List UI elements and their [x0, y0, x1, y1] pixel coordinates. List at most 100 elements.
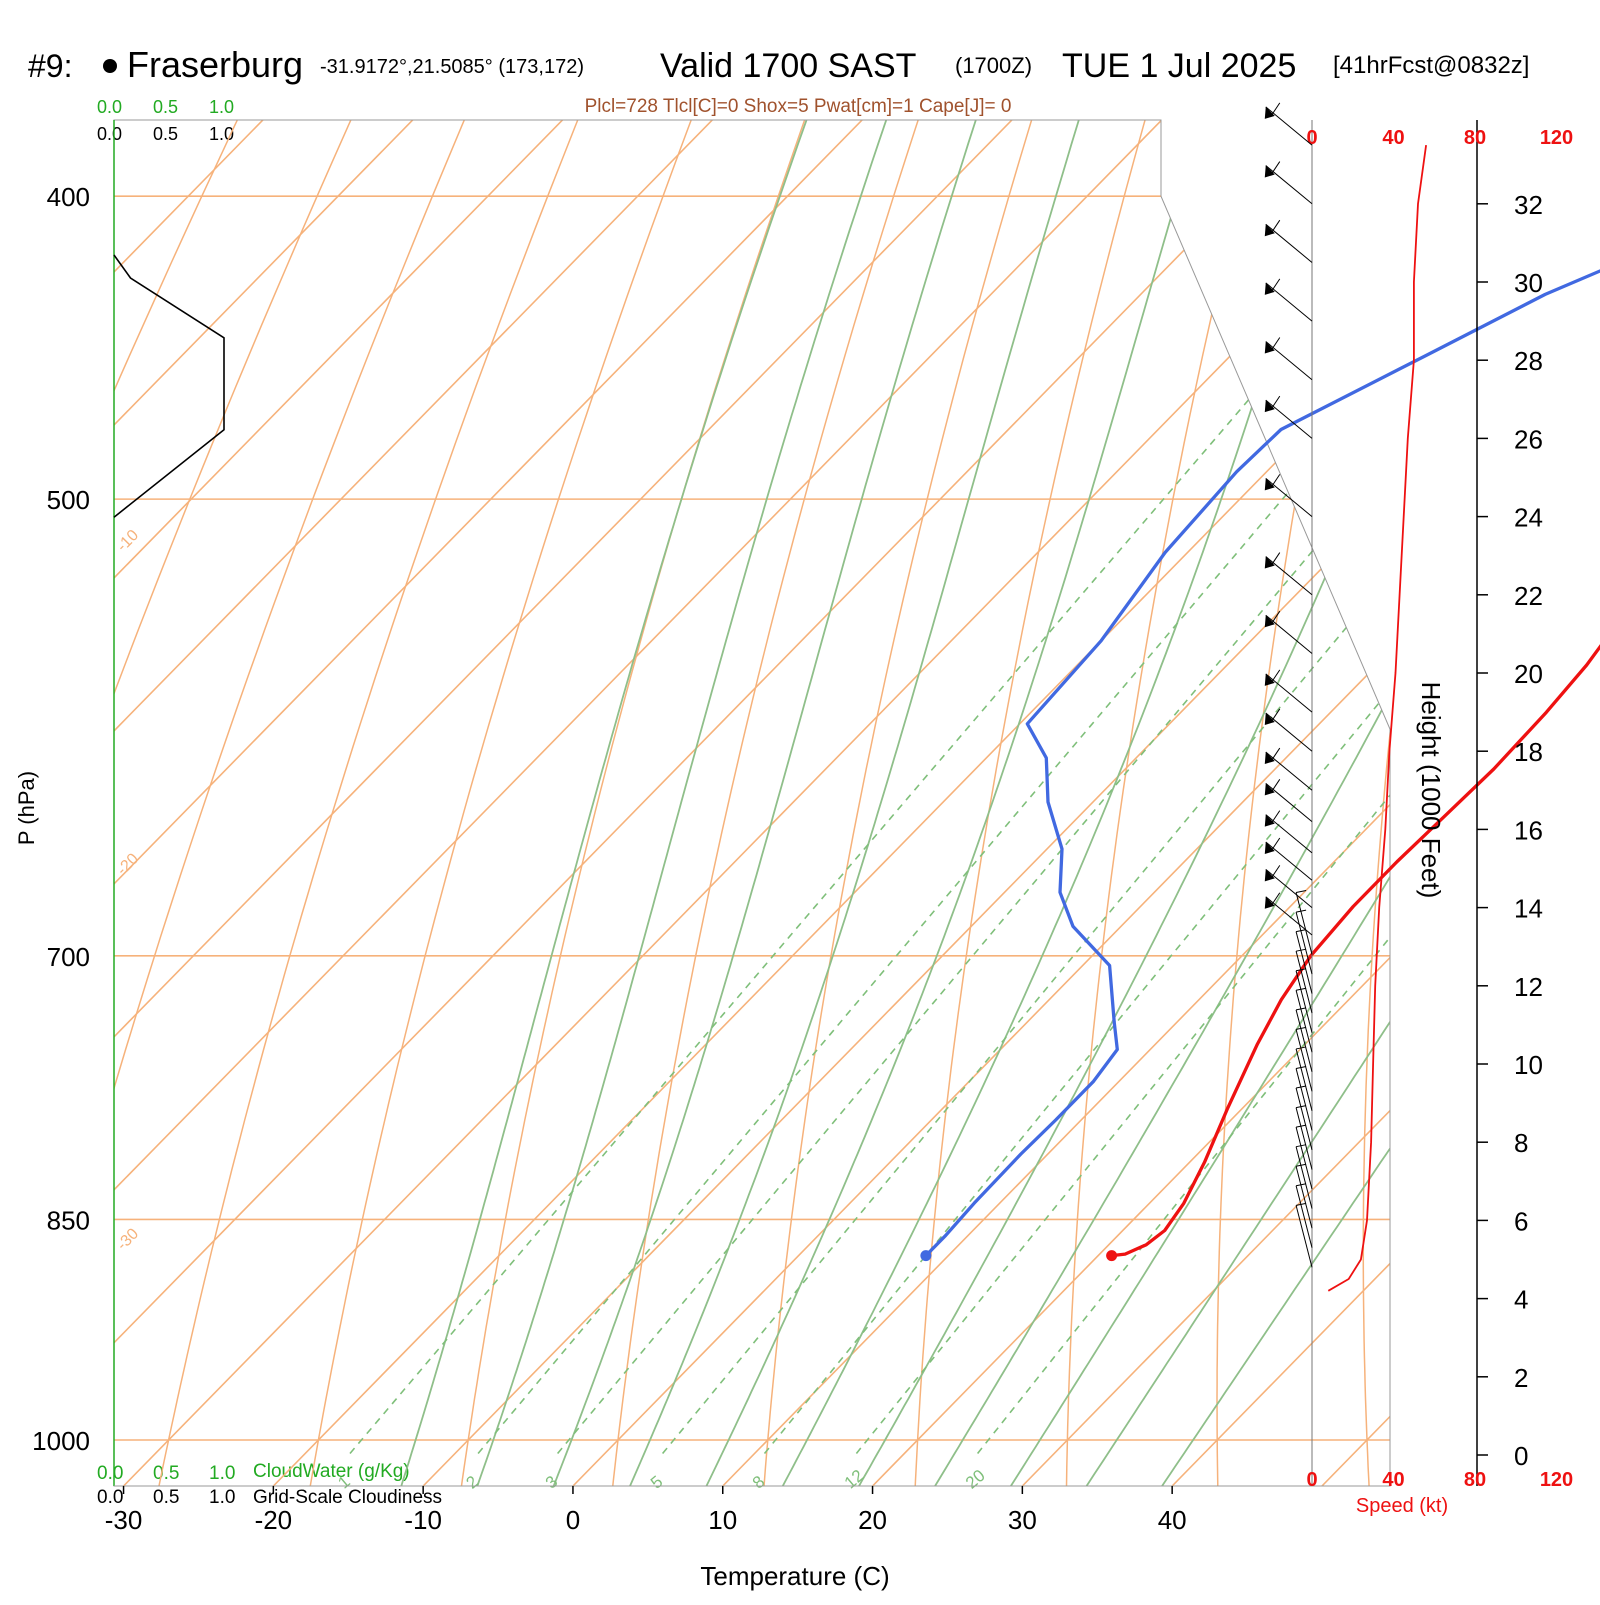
wind-barb-feather — [1272, 338, 1280, 350]
height-tick-label: 22 — [1514, 581, 1543, 611]
height-tick-label: 32 — [1514, 190, 1543, 220]
wind-barb-feather — [1272, 220, 1280, 232]
wind-barb-feather — [1272, 838, 1280, 850]
moist-adiabat-line — [391, 0, 1049, 1519]
moist-adiabat-line — [990, 0, 1600, 1519]
mixing-ratio-label: 12 — [841, 1466, 868, 1493]
moist-adiabat-line — [615, 0, 1290, 1519]
height-tick-label: 20 — [1514, 659, 1543, 689]
cloudwater-tick: 0.5 — [153, 97, 178, 117]
plot-frame — [114, 120, 1390, 1486]
wind-speed-tick-label: 40 — [1382, 127, 1404, 149]
cloudwater-top-scale: 0.0 0.5 1.0 — [97, 97, 234, 117]
dry-adiabat-line — [1363, 0, 1600, 1519]
wind-speed-tick-label: 0 — [1306, 127, 1317, 149]
cloudwater-tick: 1.0 — [209, 97, 234, 117]
wind-speed-tick-label: 40 — [1382, 1469, 1404, 1491]
dry-adiabat-line — [0, 0, 746, 1519]
isotherm-line — [0, 0, 1600, 1486]
isotherm-line — [873, 0, 1600, 1486]
pressure-tick-label: 400 — [47, 182, 90, 212]
forecast-run: [41hrFcst@0832z] — [1333, 52, 1529, 79]
cloudwater-tick: 0.0 — [97, 1463, 123, 1484]
station-name: Fraserburg — [127, 44, 303, 85]
station-number: #9: — [28, 48, 72, 84]
isotherm-label: -20 — [114, 850, 142, 878]
wind-speed-tick-label: 80 — [1464, 1469, 1486, 1491]
valid-time: Valid 1700 SAST — [660, 47, 916, 85]
height-tick-label: 14 — [1514, 894, 1543, 924]
cloudiness-tick: 1.0 — [209, 1487, 235, 1508]
cloudwater-tick: 1.0 — [209, 1463, 235, 1484]
wind-speed-tick-label: 120 — [1540, 1469, 1573, 1491]
cloudiness-top-scale: 0.0 0.5 1.0 — [97, 124, 234, 144]
dry-adiabat-line — [0, 0, 647, 1519]
moist-adiabat-line — [840, 0, 1600, 1519]
height-tick-label: 16 — [1514, 815, 1543, 845]
height-tick-label: 8 — [1514, 1128, 1528, 1158]
mixing-ratio-line — [350, 196, 1424, 1453]
isotherm-line — [0, 0, 1559, 1486]
height-tick-label: 12 — [1514, 972, 1543, 1002]
pressure-tick-label: 700 — [47, 942, 90, 972]
isotherm-line — [0, 0, 1600, 1486]
isotherm-line — [0, 0, 1600, 1486]
x-tick-label: 0 — [566, 1505, 580, 1535]
height-tick-label: 24 — [1514, 503, 1543, 533]
x-tick-label: -30 — [105, 1505, 143, 1535]
cloudiness-tick: 0.0 — [97, 124, 122, 144]
height-tick-label: 0 — [1514, 1441, 1528, 1471]
utc-time: (1700Z) — [955, 53, 1032, 78]
height-axis-title: Height (1000 Feet) — [1416, 682, 1446, 899]
height-tick-label: 2 — [1514, 1363, 1528, 1393]
cloudiness-line — [114, 255, 224, 517]
stability-indices: Plcl=728 Tlcl[C]=0 Shox=5 Pwat[cm]=1 Cap… — [585, 96, 1012, 117]
wind-barb-shaft — [1296, 932, 1312, 994]
forecast-date: TUE 1 Jul 2025 — [1062, 47, 1296, 85]
isotherm-line — [0, 0, 1600, 1486]
mixing-ratio-line — [765, 196, 1600, 1453]
moist-adiabat-line — [466, 0, 1120, 1519]
wind-barb-shaft — [1296, 1049, 1312, 1111]
height-tick-label: 26 — [1514, 424, 1543, 454]
cloudiness-tick: 0.5 — [153, 1487, 179, 1508]
x-tick-label: -10 — [404, 1505, 442, 1535]
pressure-tick-label: 1000 — [32, 1426, 90, 1456]
y-axis-title: P (hPa) — [14, 771, 39, 845]
x-tick-label: 30 — [1008, 1505, 1037, 1535]
x-axis-title: Temperature (C) — [700, 1561, 889, 1591]
isotherm-line — [273, 0, 1600, 1486]
thermo-background: 1235812200102030-10-20-30 — [0, 0, 1600, 1519]
clipped-background — [0, 0, 1600, 1519]
wind-barb-feather — [1272, 103, 1280, 115]
pressure-tick-label: 500 — [47, 485, 90, 515]
isotherm-label: -10 — [114, 527, 142, 555]
wind-speed-title: Speed (kt) — [1356, 1495, 1448, 1517]
station-dot-icon — [103, 59, 117, 73]
isotherm-line — [124, 0, 1600, 1486]
isotherm-line — [723, 0, 1600, 1486]
height-tick-label: 18 — [1514, 737, 1543, 767]
plot-border — [114, 120, 1390, 1486]
dewpoint-surface-point — [920, 1250, 931, 1261]
wind-barb-feather — [1272, 709, 1280, 721]
wind-barb-feather — [1272, 162, 1280, 174]
wind-speed-tick-label: 120 — [1540, 127, 1573, 149]
moist-adiabat-line — [765, 0, 1530, 1519]
x-tick-label: 10 — [708, 1505, 737, 1535]
mixing-ratio-line — [856, 196, 1600, 1453]
wind-barb-feather — [1272, 474, 1280, 486]
mixing-ratio-label: 20 — [962, 1466, 989, 1493]
x-tick-label: 20 — [858, 1505, 887, 1535]
temperature-surface-point — [1106, 1250, 1117, 1261]
wind-barb-shaft — [1296, 971, 1312, 1033]
height-tick-label: 10 — [1514, 1050, 1543, 1080]
isotherm-line — [0, 0, 1409, 1486]
wind-speed-tick-label: 0 — [1306, 1469, 1317, 1491]
height-tick-label: 4 — [1514, 1285, 1528, 1315]
dry-adiabat-line — [609, 0, 1145, 1519]
wind-barb-feather — [1272, 396, 1280, 408]
